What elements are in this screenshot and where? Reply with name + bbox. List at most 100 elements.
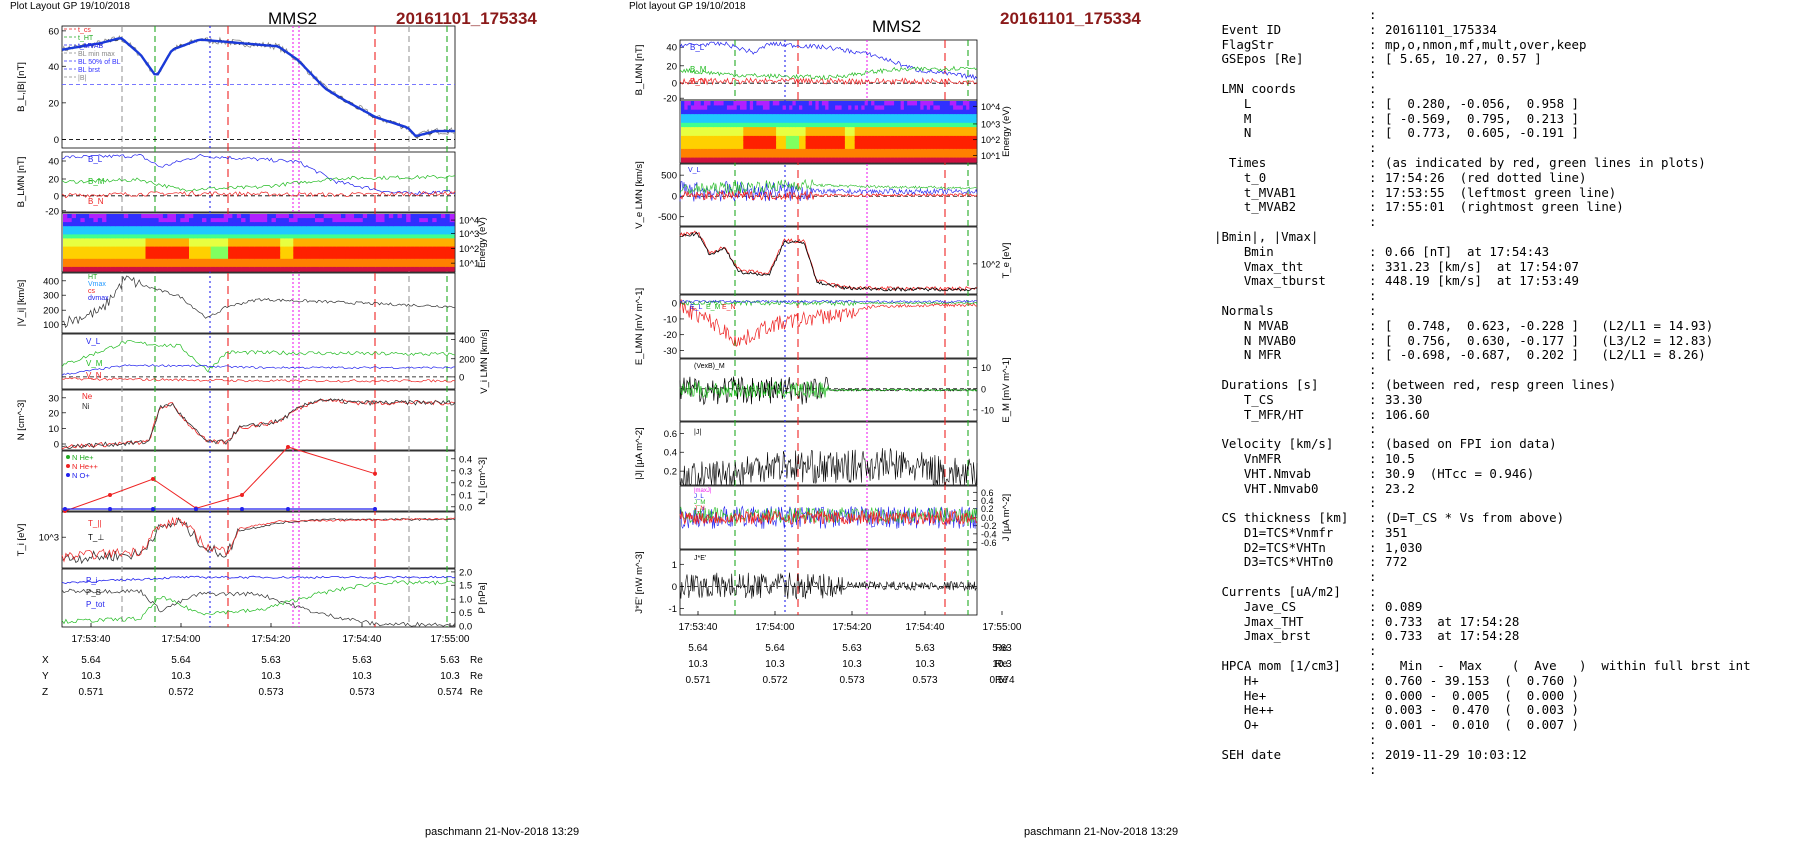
- time-tick-label: 17:54:20: [252, 634, 291, 645]
- spectrogram-cell: [851, 105, 856, 111]
- spectrogram-cell: [414, 222, 420, 227]
- spectrogram-cell: [762, 101, 767, 106]
- info-key: T_CS: [1214, 392, 1274, 407]
- info-key: [1214, 644, 1369, 659]
- spectrogram-cell: [184, 254, 190, 260]
- info-line: t_0:17:54:26 (red dotted line): [1214, 170, 1804, 186]
- spectrogram-cell: [743, 109, 748, 115]
- position-value: 5.63: [440, 655, 460, 666]
- spectrogram-cell: [215, 218, 220, 223]
- spectrogram-cell: [769, 105, 774, 111]
- spectrogram-cell: [769, 131, 774, 137]
- spectrogram-cell: [184, 266, 190, 272]
- spectrogram-cell: [880, 127, 885, 133]
- spectrogram-cell: [802, 140, 807, 146]
- spectrogram-cell: [848, 118, 853, 124]
- spectrogram-cell: [232, 242, 238, 248]
- y-tick-label: 10^4: [459, 216, 479, 227]
- spectrogram-cell: [215, 266, 220, 272]
- spectrogram-cell: [730, 153, 735, 159]
- spectrogram-cell: [858, 148, 862, 154]
- info-key: H+: [1214, 673, 1259, 688]
- spectrogram-cell: [858, 153, 862, 159]
- spectrogram-cell: [345, 238, 351, 244]
- spectrogram-cell: [871, 131, 875, 137]
- spectrogram-cell: [789, 131, 794, 137]
- spectrogram-cell: [743, 135, 748, 141]
- spectrogram-cell: [772, 131, 777, 137]
- spectrogram-cell: [249, 214, 255, 219]
- y-tick-label: 0.4: [664, 448, 677, 459]
- spectrogram-cell: [789, 140, 794, 146]
- panel-frame: [61, 568, 456, 628]
- spectrogram-cell: [903, 109, 908, 115]
- position-value: 0.572: [762, 675, 787, 686]
- spectrogram-cell: [323, 214, 329, 219]
- position-value: 5.64: [765, 643, 785, 654]
- spectrogram-cell: [717, 135, 721, 141]
- spectrogram-cell: [687, 118, 692, 124]
- spectrogram-cell: [358, 214, 364, 219]
- spectrogram-cell: [697, 118, 702, 124]
- y-tick-label: 20: [48, 98, 59, 109]
- info-key: VnMFR: [1214, 451, 1282, 466]
- spectrogram-cell: [694, 127, 698, 133]
- spectrogram-cell: [815, 105, 820, 111]
- info-line: :: [1214, 732, 1804, 748]
- spectrogram-cell: [197, 266, 203, 272]
- spectrogram-cell: [228, 254, 233, 260]
- spectrogram-cell: [782, 131, 787, 137]
- spectrogram-cell: [93, 242, 99, 248]
- spectrogram-cell: [167, 266, 173, 272]
- spectrogram-cell: [772, 105, 777, 111]
- spectrogram-cell: [782, 153, 787, 159]
- spectrogram-cell: [106, 250, 112, 256]
- spectrogram-cell: [102, 266, 107, 272]
- spectrogram-cell: [933, 118, 938, 124]
- y-tick-label: -20: [663, 94, 677, 105]
- spectrogram-cell: [762, 140, 767, 146]
- spectrogram-cell: [903, 101, 908, 106]
- spectrogram-cell: [880, 135, 885, 141]
- spectrogram-cell: [962, 127, 967, 133]
- spectrogram-cell: [436, 214, 442, 219]
- info-value: 0.000 - 0.005 ( 0.000 ): [1385, 687, 1579, 703]
- spectrogram-cell: [759, 114, 764, 120]
- info-value: (D=T_CS * Vs from above): [1385, 510, 1565, 526]
- spectrogram-cell: [449, 250, 455, 256]
- el-line: [679, 299, 978, 304]
- spectrogram-cell: [89, 214, 94, 219]
- position-value: 0.571: [78, 687, 103, 698]
- info-key: L: [1214, 96, 1252, 111]
- info-colon: :: [1369, 510, 1377, 526]
- spectrogram-cell: [271, 226, 277, 231]
- spectrogram-cell: [371, 230, 377, 235]
- spectrogram-cell: [802, 105, 807, 111]
- spectrogram-cell: [284, 230, 290, 235]
- middle-footer: paschmann 21-Nov-2018 13:29: [1024, 826, 1179, 838]
- spectrogram-cell: [93, 234, 99, 240]
- spectrogram-cell: [785, 131, 790, 137]
- spectrogram-cell: [189, 250, 194, 256]
- spectrogram-cell: [284, 242, 290, 248]
- spectrogram-cell: [953, 114, 957, 120]
- spectrogram-cell: [210, 258, 216, 264]
- spectrogram-cell: [228, 266, 233, 272]
- spectrogram-cell: [795, 101, 800, 106]
- info-key: LMN coords: [1214, 81, 1297, 96]
- spectrogram-cell: [106, 242, 112, 248]
- spectrogram-cell: [441, 258, 446, 264]
- spectrogram-cell: [903, 118, 908, 124]
- spectrogram-cell: [80, 250, 86, 256]
- spectrogram-cell: [854, 105, 859, 111]
- spectrogram-cell: [410, 250, 416, 256]
- spectrogram-cell: [821, 140, 826, 146]
- spectrogram-cell: [962, 109, 967, 115]
- spectrogram-cell: [297, 258, 303, 264]
- component-label: E_N: [722, 304, 736, 311]
- spectrogram-cell: [432, 254, 438, 260]
- spectrogram-cell: [427, 258, 433, 264]
- spectrogram-cell: [384, 266, 390, 272]
- spectrogram-cell: [197, 214, 203, 219]
- info-value: [1385, 289, 1804, 304]
